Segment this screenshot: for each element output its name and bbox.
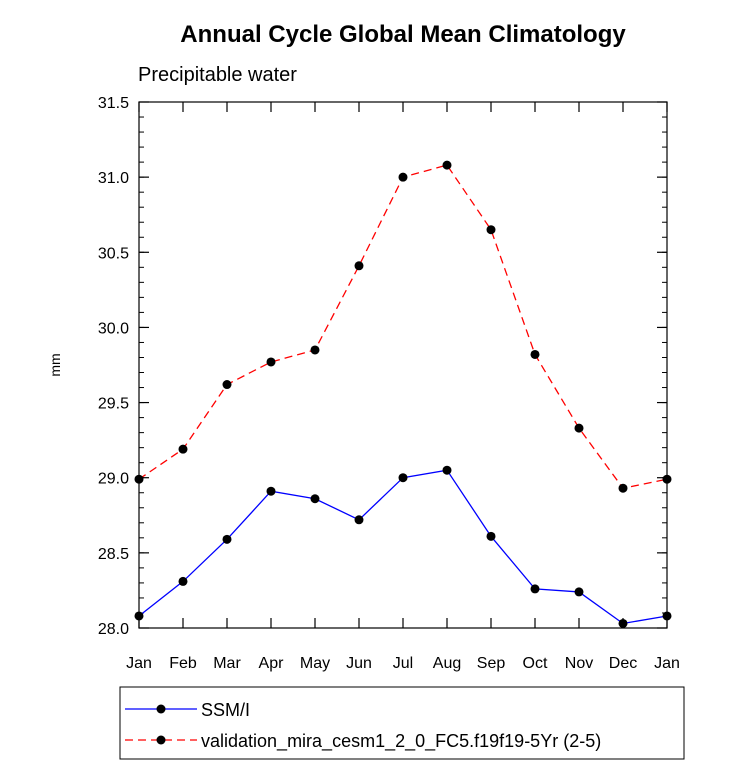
data-point [354,515,364,525]
data-point [134,611,144,621]
x-tick-label: Apr [259,655,285,672]
data-point [398,473,408,483]
data-point [486,225,496,235]
legend-label-ssmi: SSM/I [201,700,250,720]
x-tick-label: Jan [126,655,152,672]
legend-box [119,686,685,760]
data-point [178,444,188,454]
y-tick-label: 31.5 [98,95,129,112]
data-point [486,531,496,541]
y-axis-label: mm [47,353,63,376]
data-point [574,587,584,597]
x-tick-label: Jun [346,655,372,672]
data-point [310,345,320,355]
data-point [134,474,144,484]
x-tick-label: Oct [523,655,548,672]
x-tick-label: May [300,655,330,672]
data-point [442,160,452,170]
legend: SSM/I validation_mira_cesm1_2_0_FC5.f19f… [119,686,685,760]
data-point [310,494,320,504]
x-axis: Jan Feb Mar Apr May Jun Jul Aug Sep Oct Nov Dec Jan [126,102,680,672]
series-area [134,160,672,628]
legend-marker-model [156,735,166,745]
data-point [662,611,672,621]
y-tick-label: 28.5 [98,546,129,563]
data-point [618,483,628,493]
x-tick-label: Nov [565,655,593,672]
x-tick-label: Mar [213,655,241,672]
data-point [618,618,628,628]
data-point [530,584,540,594]
data-point [442,465,452,475]
y-tick-label: 29.5 [98,396,129,413]
data-point [222,534,232,544]
legend-label-model: validation_mira_cesm1_2_0_FC5.f19f19-5Yr… [201,731,601,752]
y-tick-label: 28.0 [98,621,129,638]
y-tick-label: 30.5 [98,245,129,262]
x-tick-label: Jan [654,655,680,672]
chart-subtitle: Precipitable water [138,64,297,86]
data-point [574,423,584,433]
x-tick-label: Jul [393,655,413,672]
legend-marker-ssmi [156,704,166,714]
data-point [178,576,188,586]
data-point [662,474,672,484]
data-point [266,486,276,496]
y-tick-label: 29.0 [98,471,129,488]
y-tick-label: 31.0 [98,170,129,187]
data-point [398,172,408,182]
x-tick-label: Aug [433,655,461,672]
data-point [530,349,540,359]
chart-title: Annual Cycle Global Mean Climatology [180,21,626,48]
x-tick-label: Dec [609,655,637,672]
data-point [354,261,364,271]
series-line-0 [138,469,668,625]
x-tick-label: Sep [477,655,506,672]
data-point [266,357,276,367]
x-tick-label: Feb [169,655,197,672]
y-axis: 28.0 28.5 29.0 29.5 30.0 30.5 31.0 31.5 [98,95,667,638]
series-line-1 [138,164,668,489]
y-tick-label: 30.0 [98,320,129,337]
data-point [222,380,232,390]
